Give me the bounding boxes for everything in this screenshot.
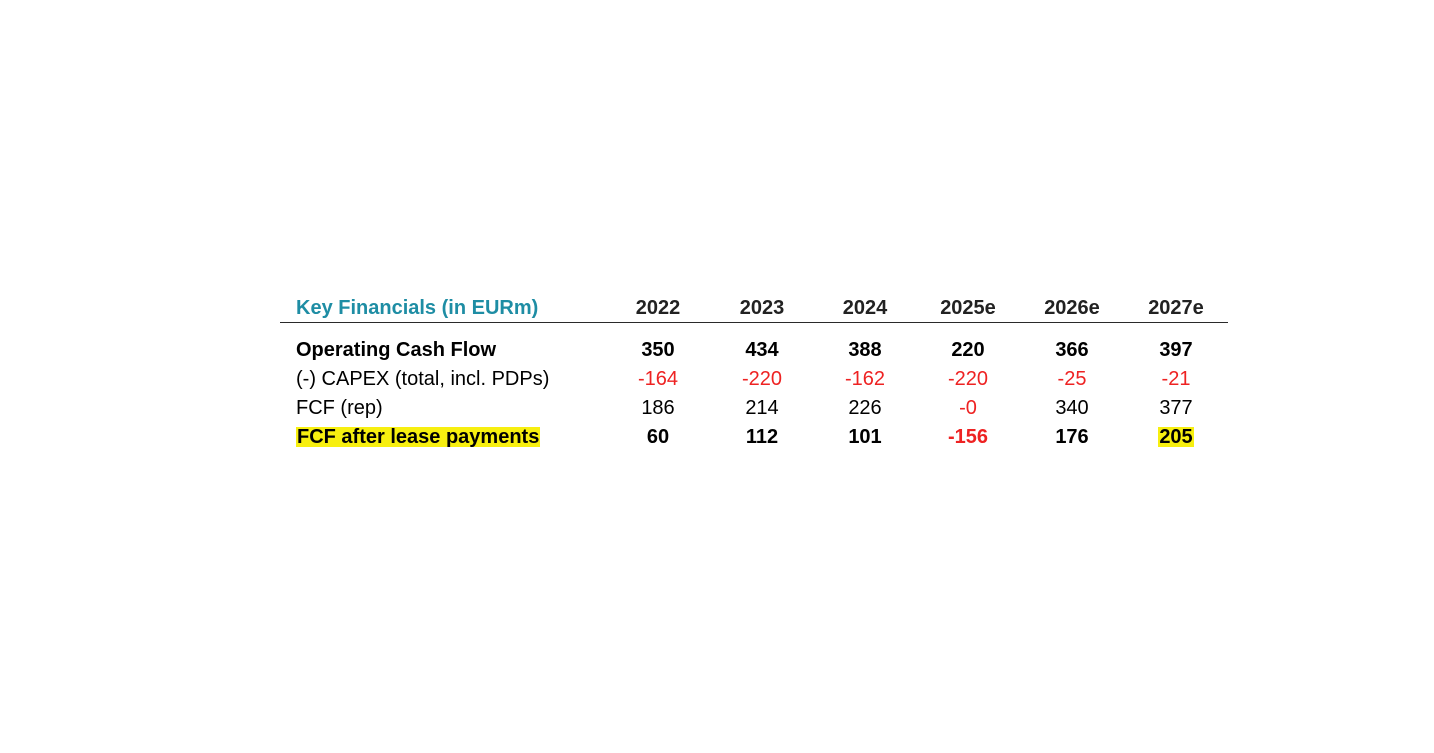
table-cell: 434 — [745, 339, 779, 361]
table-cell-wrapper: 205 — [1131, 423, 1221, 452]
row-label-highlighted: FCF after lease payments — [296, 426, 541, 448]
row-label: FCF (rep) — [296, 397, 383, 419]
column-header: 2027e — [1148, 297, 1204, 319]
table-cell: 366 — [1055, 339, 1089, 361]
table-title: Key Financials (in EURm) — [296, 297, 539, 319]
table-cell: 397 — [1159, 339, 1193, 361]
table-cell: -21 — [1161, 368, 1191, 390]
table-cell: -156 — [947, 426, 989, 448]
table-cell-highlighted: 205 — [1158, 426, 1194, 448]
table-row-fcf-after-lease: FCF after lease payments 60 112 101 -156… — [280, 423, 1228, 452]
table-cell: 214 — [745, 397, 779, 419]
table-cell: -25 — [1057, 368, 1087, 390]
table-cell: 226 — [848, 397, 882, 419]
table-cell: -162 — [844, 368, 886, 390]
table-header-row: Key Financials (in EURm) 2022 2023 2024 … — [280, 292, 1228, 323]
table-cell: 60 — [646, 426, 670, 448]
table-cell: 176 — [1055, 426, 1089, 448]
table-row-capex: (-) CAPEX (total, incl. PDPs) -164 -220 … — [280, 365, 1228, 394]
column-header: 2022 — [635, 297, 681, 319]
table-cell: 388 — [848, 339, 882, 361]
table-cell: 101 — [848, 426, 882, 448]
column-header: 2023 — [739, 297, 785, 319]
column-header: 2024 — [842, 297, 888, 319]
table-cell: 186 — [641, 397, 675, 419]
table-cell: 340 — [1055, 397, 1089, 419]
table-cell: 220 — [951, 339, 985, 361]
table-cell: -220 — [947, 368, 989, 390]
table-cell: 377 — [1159, 397, 1193, 419]
table-cell: -220 — [741, 368, 783, 390]
row-label: Operating Cash Flow — [296, 339, 497, 361]
table-cell: 112 — [745, 426, 779, 448]
column-header: 2025e — [940, 297, 996, 319]
table-cell: -164 — [637, 368, 679, 390]
table-cell: 350 — [641, 339, 675, 361]
row-label-wrapper: FCF after lease payments — [296, 423, 541, 452]
table-cell: -0 — [959, 397, 977, 419]
row-label: (-) CAPEX (total, incl. PDPs) — [296, 368, 550, 390]
column-header: 2026e — [1044, 297, 1100, 319]
key-financials-table: Key Financials (in EURm) 2022 2023 2024 … — [280, 292, 1228, 452]
table-row-operating-cash-flow: Operating Cash Flow 350 434 388 220 366 … — [280, 336, 1228, 365]
header-spacer — [280, 323, 1228, 336]
table-row-fcf-rep: FCF (rep) 186 214 226 -0 340 377 — [280, 394, 1228, 423]
